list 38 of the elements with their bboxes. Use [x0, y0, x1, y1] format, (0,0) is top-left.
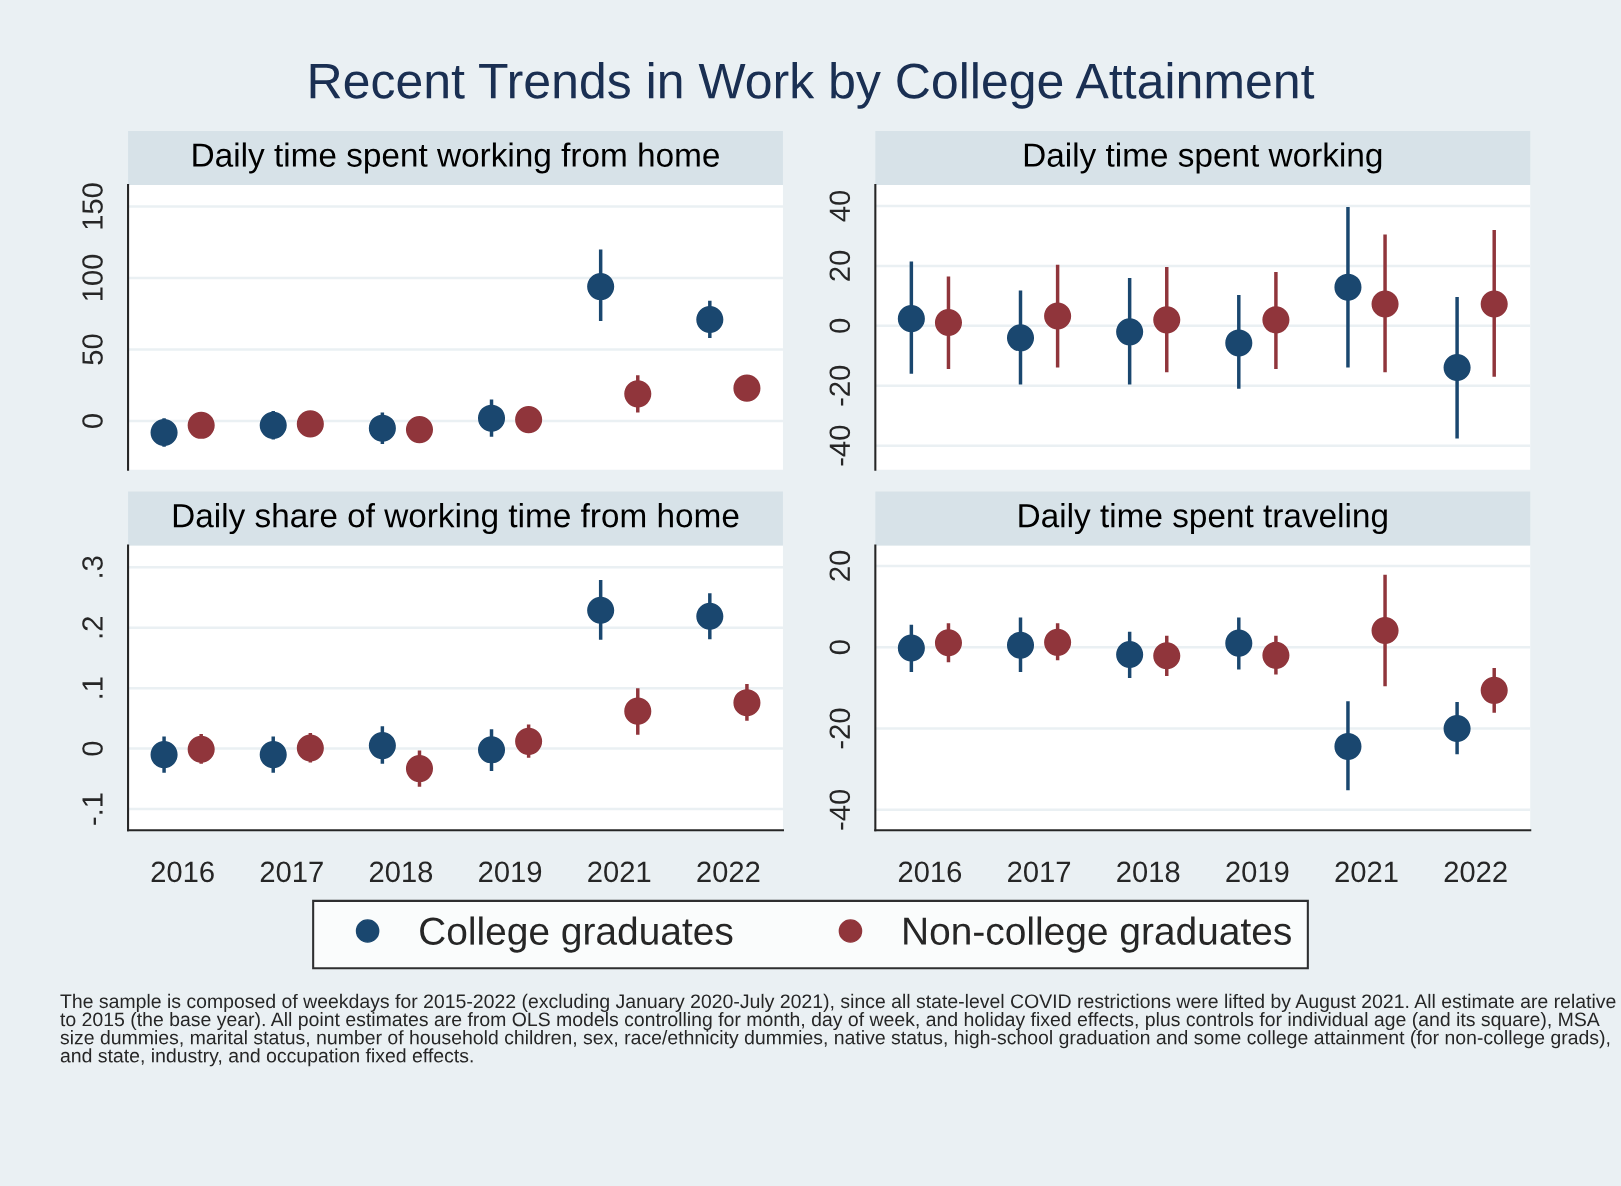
chart-title: Daily share of working time from home — [173, 502, 739, 535]
y-tick-label: 50 — [82, 334, 103, 365]
y-tick-label: 0 — [829, 318, 851, 333]
chart-title: Daily time spent working — [1024, 142, 1382, 174]
chart-title: Daily time spent working from home — [193, 142, 719, 174]
x-tick-label: 2022 — [1444, 861, 1507, 883]
y-tick-label: 20 — [829, 550, 851, 581]
x-tick-label: 2019 — [479, 861, 542, 883]
y-tick-label: 150 — [82, 183, 103, 229]
text: The sample is composed of weekdays for 2015-2022 (excluding January 2020-July 2021), since all state-level COVID restrictions were lifted by August 2021. All estimate are relative to 2015 (the base year). All point estimates are from OLS models controlling for month, day of week, and holiday fixed effects, plus controls for individual age (and its square), MSA size dummies, marital status, number of household children, sex, race/ethnicity dummies, native status, high-school graduation and some college attainment (for non-college grads), and state, industry, and occupation fixed effects. — [60, 993, 1616, 1067]
y-tick-label: 40 — [829, 190, 851, 222]
y-tick-label: .1 — [82, 677, 103, 698]
y-tick-label: -20 — [829, 708, 851, 749]
text: Recent Trends in Work by College Attainment — [310, 62, 1315, 109]
x-tick-label: 2016 — [898, 861, 962, 883]
x-tick-label: 2022 — [697, 861, 760, 883]
x-tick-label: 2018 — [1117, 861, 1180, 883]
y-tick-label: 100 — [82, 254, 103, 301]
legend-label: Non-college graduates — [904, 916, 1291, 953]
y-tick-label: -40 — [829, 425, 851, 466]
x-tick-label: 2018 — [369, 861, 433, 883]
x-tick-label: 2019 — [1226, 861, 1289, 883]
y-tick-label: .2 — [82, 617, 103, 638]
chart-title: Daily time spent traveling — [1019, 502, 1387, 535]
x-tick-label: 2017 — [1008, 861, 1071, 883]
x-tick-label: 2021 — [588, 861, 651, 883]
y-tick-label: 0 — [829, 640, 851, 655]
y-tick-label: -40 — [829, 789, 851, 830]
x-tick-label: 2017 — [260, 861, 323, 883]
x-tick-label: 2016 — [151, 861, 214, 883]
y-tick-label: 20 — [829, 250, 851, 281]
y-tick-label: -.1 — [82, 793, 103, 825]
y-tick-label: .3 — [82, 556, 103, 577]
y-tick-label: 0 — [82, 741, 103, 756]
x-tick-label: 2021 — [1335, 861, 1398, 883]
legend-label: College graduates — [420, 916, 733, 953]
y-tick-label: 0 — [82, 414, 103, 428]
y-tick-label: -20 — [829, 365, 851, 406]
